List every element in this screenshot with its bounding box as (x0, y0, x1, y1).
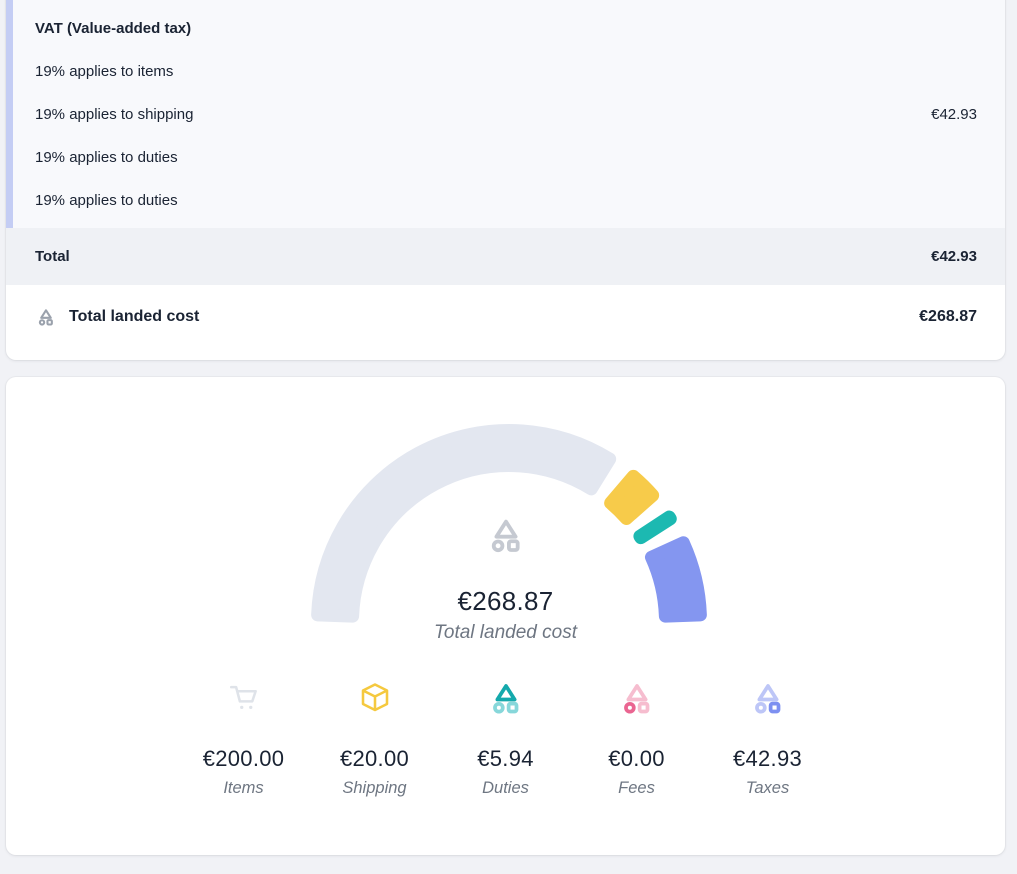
vat-row-duties-1: 19% applies to duties (35, 149, 178, 166)
gauge-segment-items (311, 424, 617, 623)
tax-breakdown-card: VAT (Value-added tax) 19% applies to ite… (6, 0, 1005, 360)
vat-row-items: 19% applies to items (35, 63, 174, 80)
gauge-center: €268.87 Total landed cost (6, 515, 1005, 645)
gauge-segment-taxes (644, 536, 707, 623)
vat-row-shipping: 19% applies to shipping €42.93 (35, 106, 977, 123)
total-landed-cost-row: Total landed cost €268.87 (6, 285, 1005, 348)
vat-section-accent-bar (6, 0, 13, 228)
tax-total-amount: €42.93 (931, 248, 977, 265)
stat-shipping-value: €20.00 (339, 746, 410, 771)
gauge-total-value: €268.87 (457, 586, 554, 616)
vat-section: VAT (Value-added tax) 19% applies to ite… (6, 0, 1005, 228)
stat-taxes-label: Taxes (745, 779, 790, 797)
total-landed-cost-label: Total landed cost (69, 307, 200, 325)
vat-header-label: VAT (Value-added tax) (35, 20, 192, 37)
landed-cost-gauge-card: €268.87 Total landed cost €200.00 Items … (6, 377, 1005, 855)
vat-shipping-amount: €42.93 (931, 106, 977, 123)
cart-icon (229, 685, 257, 710)
duties-shapes-icon (492, 684, 518, 714)
cost-breakdown-stats: €200.00 Items €20.00 Shipping €5.94 Duti… (6, 680, 1005, 798)
gauge-chart (299, 414, 719, 630)
gauge-segment-duties (633, 510, 677, 545)
tax-total-label: Total (35, 248, 70, 265)
stat-duties-label: Duties (482, 779, 529, 797)
vat-section-header: VAT (Value-added tax) (35, 7, 977, 50)
taxes-shapes-icon (754, 684, 780, 714)
stat-duties-value: €5.94 (477, 746, 534, 771)
stat-duties: €5.94 Duties (440, 680, 571, 798)
stat-items-label: Items (223, 779, 264, 797)
stat-taxes-value: €42.93 (732, 746, 803, 771)
vat-row-duties-2: 19% applies to duties (35, 192, 178, 209)
landed-cost-shapes-icon (38, 308, 53, 326)
stat-shipping-label: Shipping (342, 779, 407, 797)
tax-total-row: Total €42.93 (6, 228, 1005, 285)
gauge-center-shapes-icon (491, 519, 520, 553)
stat-fees-label: Fees (618, 779, 655, 797)
stat-items: €200.00 Items (178, 680, 309, 798)
total-landed-cost-amount: €268.87 (919, 307, 977, 325)
stat-fees-value: €0.00 (608, 746, 665, 771)
stat-taxes: €42.93 Taxes (702, 680, 833, 798)
stat-shipping: €20.00 Shipping (309, 680, 440, 798)
gauge-segment-shipping (604, 469, 660, 525)
stat-fees: €0.00 Fees (571, 680, 702, 798)
stat-items-value: €200.00 (202, 746, 285, 771)
gauge-total-label: Total landed cost (434, 622, 577, 643)
fees-shapes-icon (623, 684, 649, 714)
gauge-arc-svg (311, 424, 707, 623)
package-box-icon (361, 683, 388, 712)
